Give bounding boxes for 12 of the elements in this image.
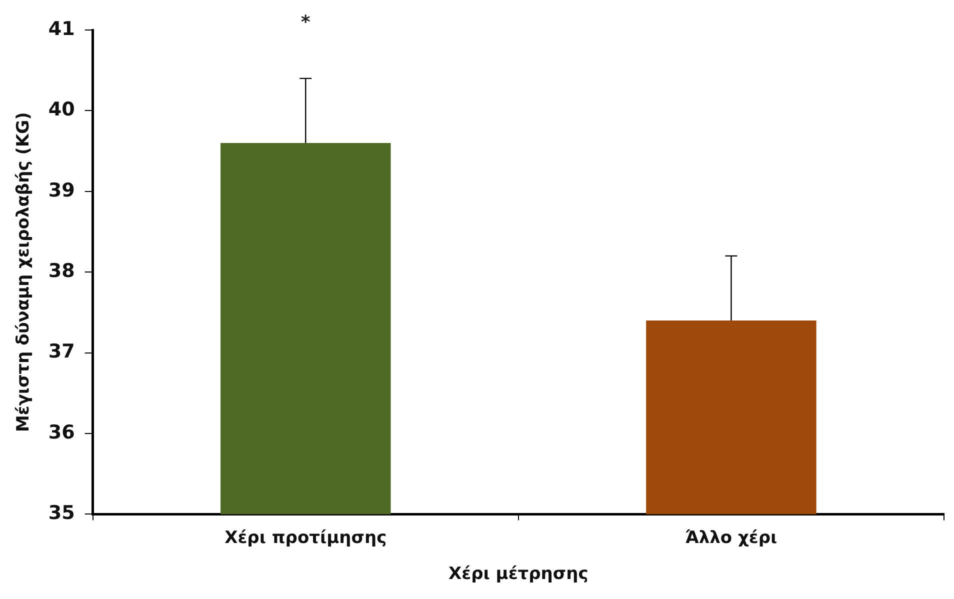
- y-tick-label: 40: [48, 98, 75, 121]
- y-tick-label: 41: [48, 18, 75, 40]
- annotation: *: [300, 12, 311, 34]
- y-axis-title: Μέγιστη δύναμη χειρολαβής (KG): [14, 112, 34, 432]
- y-tick-label: 37: [48, 340, 75, 363]
- y-tick-label: 35: [48, 502, 75, 524]
- x-tick-label: Χέρι προτίμησης: [224, 528, 387, 548]
- x-axis-title: Χέρι μέτρησης: [448, 564, 588, 584]
- x-tick-label: Άλλο χέρι: [685, 528, 778, 548]
- y-tick-label: 36: [48, 421, 75, 444]
- y-tick-label: 39: [48, 179, 75, 202]
- y-tick-label: 38: [48, 260, 75, 282]
